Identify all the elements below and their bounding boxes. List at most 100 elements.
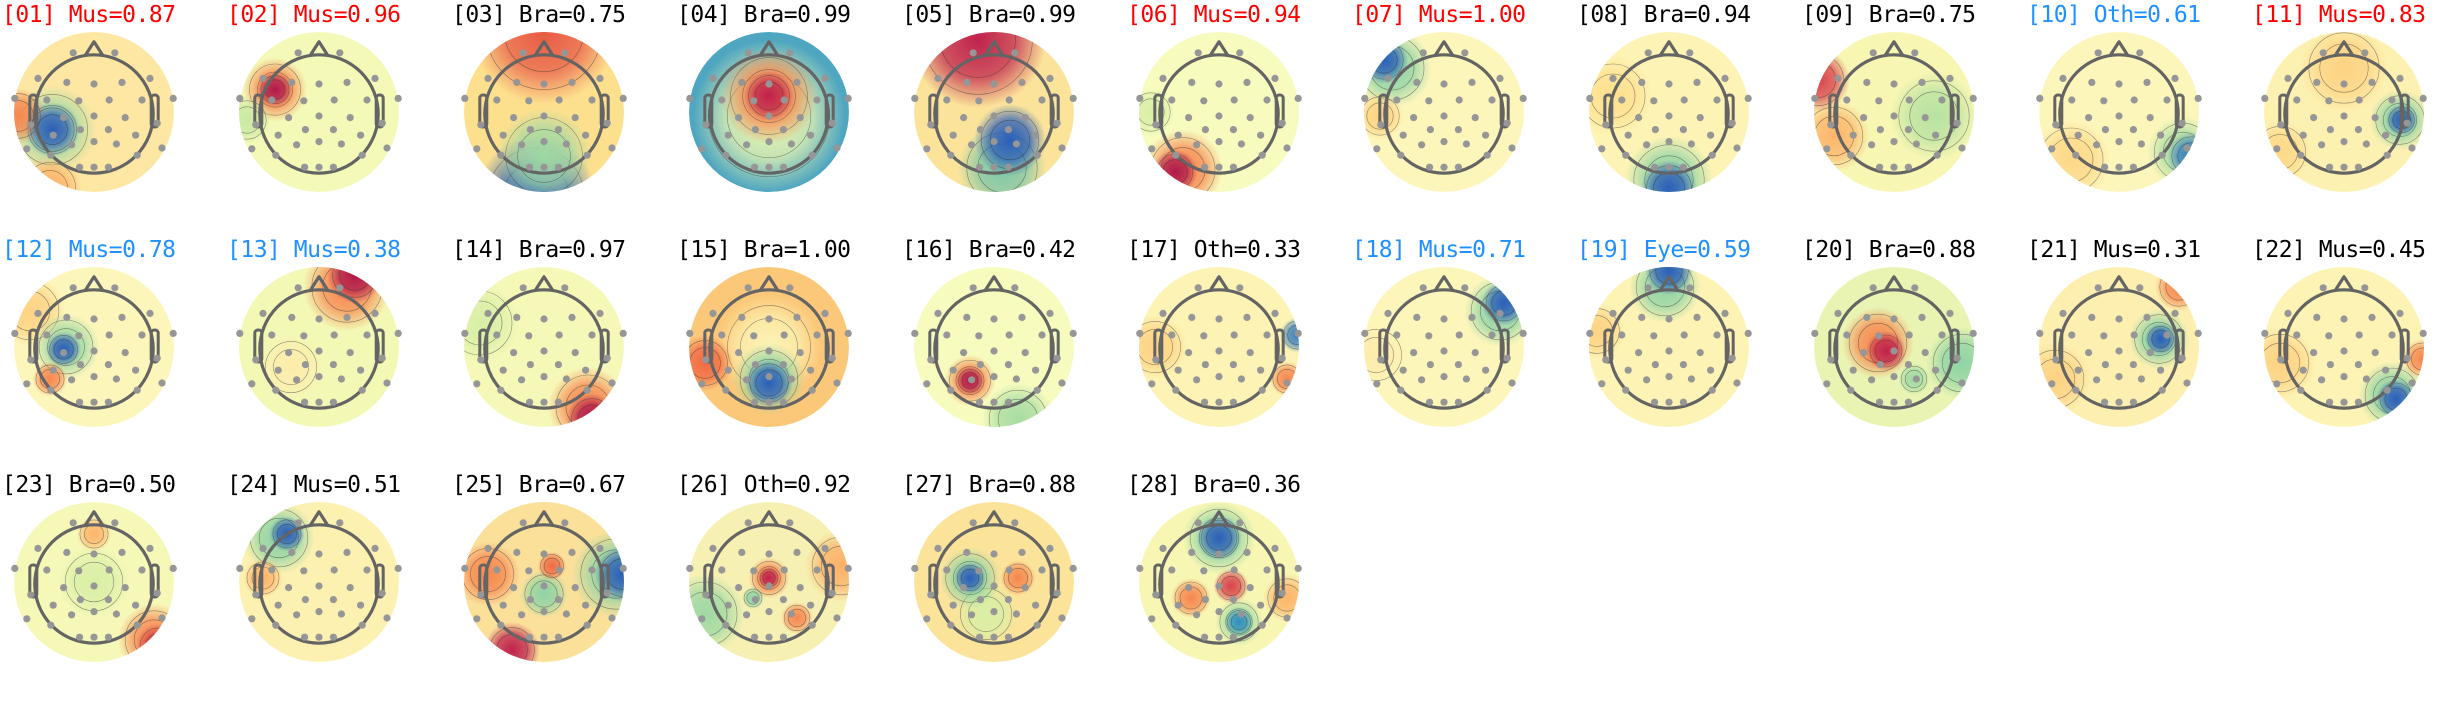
sensor-dot [1860, 114, 1868, 122]
head-outline [33, 53, 155, 175]
sensor-dot [285, 349, 293, 357]
activation-blob [2155, 267, 2199, 311]
sensor-dot [343, 548, 351, 556]
sensor-dot [1863, 313, 1871, 321]
sensor-dot [990, 633, 998, 641]
sensor-dot [383, 379, 391, 387]
sensor-dot [2036, 329, 2044, 337]
sensor-dot [2178, 119, 2186, 127]
sensor-dot [2093, 376, 2101, 384]
contour-line [530, 580, 558, 608]
sensor-dot [2383, 386, 2391, 394]
sensor-dot [461, 329, 469, 337]
component-cell-16: [16] Bra=0.42 [902, 235, 1127, 470]
sensor-dot [813, 96, 821, 104]
sensor-dot [2396, 74, 2404, 82]
sensor-dot [2340, 315, 2348, 323]
sensor-dot [2074, 366, 2082, 374]
component-cell-07: [07] Mus=1.00 [1352, 0, 1577, 235]
sensor-dot [1708, 151, 1716, 159]
topomap-15 [686, 267, 852, 427]
sensor-dot [1172, 621, 1180, 629]
sensor-dot [1201, 163, 1209, 171]
component-label: [19] Eye=0.59 [1577, 237, 1751, 263]
contour-line [486, 32, 602, 90]
sensor-dot [780, 331, 788, 339]
sensor-dot [2299, 366, 2307, 374]
sensor-dot [248, 615, 256, 623]
sensor-dot [1933, 151, 1941, 159]
sensor-dot [949, 601, 957, 609]
sensor-dot [751, 361, 759, 369]
sensor-dot [1243, 313, 1251, 321]
sensor-dot [1230, 96, 1238, 104]
sensor-dot [1904, 126, 1912, 134]
sensor-dot [568, 548, 576, 556]
sensor-dot [911, 329, 919, 337]
sensor-dot [949, 366, 957, 374]
sensor-dot [76, 163, 84, 171]
sensor-dot [571, 114, 579, 122]
sensor-dot [960, 349, 968, 357]
sensor-dot [540, 347, 548, 355]
sensor-dot [2354, 163, 2362, 171]
sensor-dot [619, 329, 627, 337]
sensor-dot [2101, 398, 2109, 406]
sensor-dot [69, 519, 77, 527]
sensor-dot [274, 601, 282, 609]
sensor-dot [1148, 145, 1156, 153]
sensor-dot [793, 78, 801, 86]
sensor-dot [1200, 567, 1208, 575]
sensor-dot [923, 615, 931, 623]
sensor-dot [300, 332, 308, 340]
sensor-dot [582, 131, 590, 139]
sensor-dot [571, 584, 579, 592]
head-outline [2283, 53, 2405, 175]
sensor-dot [780, 96, 788, 104]
sensor-dot [2362, 375, 2370, 383]
sensor-dot [146, 544, 154, 552]
sensor-dot [2382, 131, 2390, 139]
sensor-dot [1194, 49, 1202, 57]
activation-blob [1000, 560, 1036, 596]
sensor-dot [1193, 611, 1201, 619]
sensor-dot [722, 621, 730, 629]
sensor-dot [1503, 354, 1511, 362]
sensor-dot [1058, 614, 1066, 622]
sensor-dot [1618, 96, 1626, 104]
sensor-dot [1721, 74, 1729, 82]
nose-icon [533, 510, 555, 527]
nose-icon [308, 275, 330, 292]
sensor-dot [513, 313, 521, 321]
sensor-dot [1483, 151, 1491, 159]
sensor-dot [477, 591, 485, 599]
sensor-dot [2355, 96, 2363, 104]
sensor-dot [2388, 331, 2396, 339]
activation-blob [974, 104, 1046, 176]
sensor-dot [1201, 633, 1209, 641]
component-label: [26] Oth=0.92 [677, 472, 851, 498]
sensor-dot [104, 361, 112, 369]
sensor-dot [1418, 376, 1426, 384]
contour-line [540, 554, 564, 578]
sensor-dot [1482, 366, 1490, 374]
sensor-dot [1651, 163, 1659, 171]
sensor-dot [1413, 78, 1421, 86]
activation-blob [1364, 323, 1408, 387]
head-outline [33, 523, 155, 645]
sensor-dot [1174, 366, 1182, 374]
contour-line [272, 519, 302, 549]
nose-icon [1433, 40, 1455, 57]
sensor-dot [526, 596, 534, 604]
sensor-dot [1229, 633, 1237, 641]
nose-icon [533, 40, 555, 57]
sensor-dot [2388, 96, 2396, 104]
sensor-dot [2101, 163, 2109, 171]
sensor-dot [540, 163, 548, 171]
right-ear-icon [1949, 93, 1960, 129]
sensor-dot [698, 145, 706, 153]
sensor-dot [1271, 309, 1279, 317]
sensor-dot [2297, 386, 2305, 394]
sensor-dot [963, 313, 971, 321]
topomap-06 [1136, 32, 1302, 192]
